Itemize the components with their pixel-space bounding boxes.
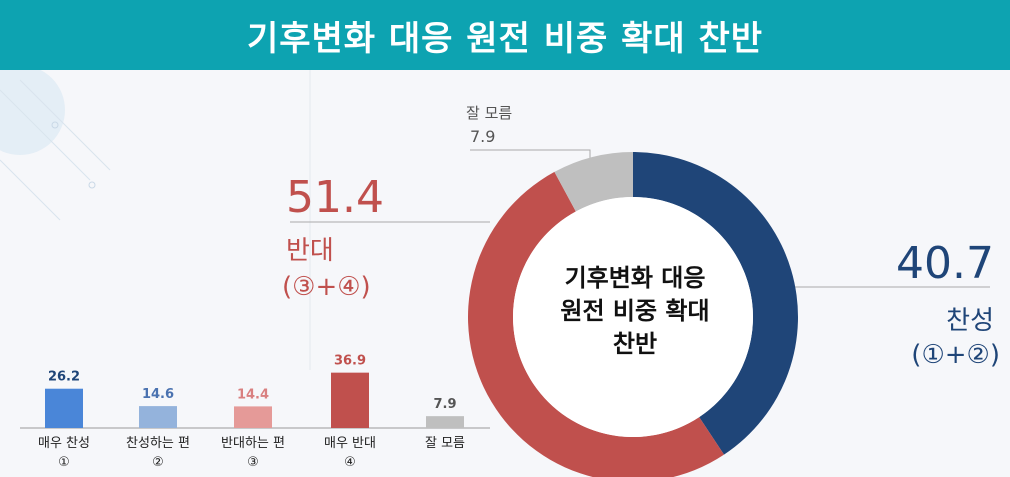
bar-category-label-1: 매우 찬성 bbox=[38, 436, 90, 451]
bar-5 bbox=[426, 416, 464, 428]
bar-category-label-3: 반대하는 편 bbox=[221, 436, 285, 451]
bar-3 bbox=[234, 406, 272, 428]
unknown-label: 잘 모름 bbox=[466, 104, 513, 122]
agree-label: 찬성 bbox=[946, 306, 994, 336]
bar-category-label-2: 찬성하는 편 bbox=[126, 436, 190, 451]
bar-marker-label-2: ② bbox=[152, 455, 164, 470]
bar-category-label-4: 매우 반대 bbox=[324, 436, 376, 451]
center-line-3: 찬반 bbox=[612, 330, 658, 358]
bar-marker-label-1: ① bbox=[58, 455, 70, 470]
center-line-2: 원전 비중 확대 bbox=[560, 297, 710, 325]
bar-1 bbox=[45, 388, 83, 428]
page-title: 기후변화 대응 원전 비중 확대 찬반 bbox=[246, 18, 764, 59]
bar-2 bbox=[139, 406, 177, 428]
bar-value-label-1: 26.2 bbox=[48, 370, 80, 385]
bar-marker-label-4: ④ bbox=[344, 455, 356, 470]
background-decoration bbox=[0, 70, 311, 370]
donut-hole bbox=[513, 197, 753, 437]
bar-category-label-5: 잘 모름 bbox=[425, 436, 465, 451]
agree-sub-label: (①+②) bbox=[911, 340, 1000, 370]
unknown-slice bbox=[554, 152, 633, 212]
unknown-value: 7.9 bbox=[470, 127, 496, 146]
bar-4 bbox=[331, 372, 369, 428]
oppose-slice bbox=[468, 171, 725, 477]
bar-marker-label-3: ③ bbox=[247, 455, 259, 470]
donut-center-label: 기후변화 대응 원전 비중 확대 찬반 bbox=[515, 262, 755, 361]
oppose-sub-label: (③+④) bbox=[282, 272, 371, 302]
oppose-value: 51.4 bbox=[286, 172, 384, 223]
bar-value-label-3: 14.4 bbox=[237, 387, 269, 402]
bar-value-label-4: 36.9 bbox=[334, 354, 366, 369]
center-line-1: 기후변화 대응 bbox=[564, 264, 706, 292]
oppose-label: 반대 bbox=[286, 236, 334, 266]
bar-value-label-2: 14.6 bbox=[142, 387, 174, 402]
title-bar: 기후변화 대응 원전 비중 확대 찬반 bbox=[0, 0, 1010, 70]
agree-value: 40.7 bbox=[896, 238, 994, 289]
bar-value-label-5: 7.9 bbox=[433, 397, 456, 412]
agree-slice bbox=[633, 152, 798, 455]
